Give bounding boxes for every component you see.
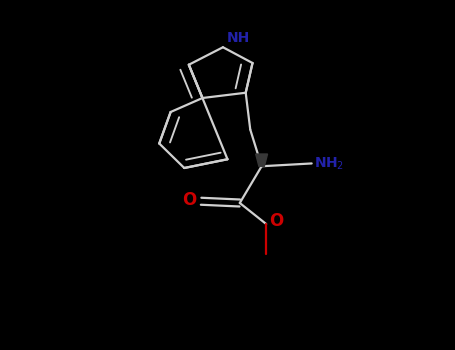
Polygon shape [256, 154, 268, 166]
Text: O: O [182, 191, 197, 209]
Text: O: O [269, 212, 283, 230]
Text: NH: NH [227, 32, 250, 46]
Text: NH$_2$: NH$_2$ [314, 155, 344, 172]
